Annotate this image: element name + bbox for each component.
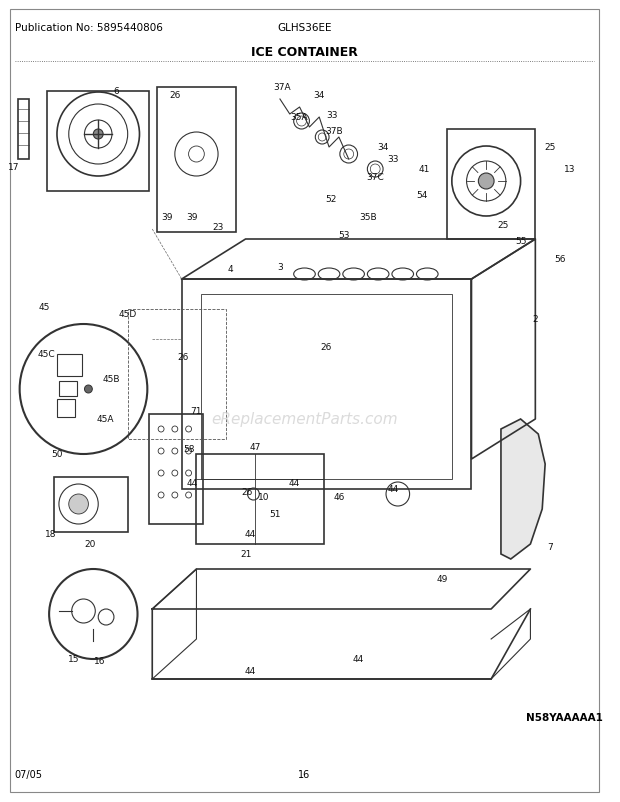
Text: 20: 20 (85, 540, 96, 549)
Text: 45C: 45C (37, 350, 55, 359)
Text: 33: 33 (387, 156, 399, 164)
Text: 47: 47 (250, 443, 261, 452)
Text: 6: 6 (113, 87, 119, 96)
Text: 49: 49 (436, 575, 448, 584)
Text: 44: 44 (353, 654, 364, 664)
Text: 50: 50 (51, 450, 63, 459)
Circle shape (69, 494, 89, 514)
Bar (157, 88, 236, 233)
Bar (18, 100, 30, 160)
Text: 07/05: 07/05 (15, 769, 43, 779)
Text: N58YAAAAA1: N58YAAAAA1 (526, 712, 603, 722)
Text: 53: 53 (338, 230, 350, 239)
Text: 4: 4 (228, 265, 234, 274)
Text: 7: 7 (547, 543, 553, 552)
Text: 44: 44 (245, 666, 256, 675)
Text: 46: 46 (333, 493, 345, 502)
Bar (128, 310, 226, 439)
Bar (54, 477, 128, 533)
Text: 44: 44 (187, 479, 198, 488)
Text: 52: 52 (326, 195, 337, 205)
Text: 13: 13 (564, 165, 575, 174)
Text: ICE CONTAINER: ICE CONTAINER (251, 46, 358, 59)
Text: 37A: 37A (273, 83, 291, 92)
Text: 21: 21 (240, 550, 251, 559)
Text: 17: 17 (8, 164, 19, 172)
Text: 26: 26 (169, 91, 180, 99)
Bar (57, 399, 74, 418)
Text: 44: 44 (289, 479, 300, 488)
Text: 54: 54 (417, 190, 428, 199)
Text: GLHS36EE: GLHS36EE (277, 23, 332, 33)
Text: 25: 25 (544, 144, 556, 152)
Polygon shape (501, 419, 545, 559)
Text: 26: 26 (321, 343, 332, 352)
Text: 51: 51 (269, 510, 281, 519)
Text: 37C: 37C (366, 173, 384, 182)
Text: 41: 41 (418, 165, 430, 174)
Text: 45B: 45B (102, 375, 120, 384)
Circle shape (479, 174, 494, 190)
Text: 18: 18 (45, 530, 57, 539)
Text: 3: 3 (277, 263, 283, 272)
Text: 39: 39 (161, 213, 173, 222)
Text: 71: 71 (191, 407, 202, 416)
Text: 55: 55 (515, 237, 526, 246)
Bar (59, 382, 77, 396)
Text: 39: 39 (187, 213, 198, 222)
Text: 25: 25 (497, 221, 508, 229)
Text: 44: 44 (388, 485, 399, 494)
Text: 35B: 35B (360, 213, 377, 222)
Text: 34: 34 (314, 91, 325, 100)
Text: 16: 16 (94, 657, 106, 666)
Bar (149, 415, 203, 525)
Bar (197, 455, 324, 545)
Text: 23: 23 (213, 223, 224, 233)
Text: 44: 44 (245, 530, 256, 539)
Text: 58: 58 (183, 445, 194, 454)
Text: 45A: 45A (96, 415, 114, 424)
Bar (202, 294, 452, 480)
Text: 35A: 35A (291, 113, 308, 123)
Text: 26: 26 (177, 353, 188, 362)
Text: 45D: 45D (118, 310, 137, 319)
Bar (447, 130, 535, 240)
Bar (57, 354, 81, 376)
Circle shape (94, 130, 103, 140)
Bar (47, 92, 149, 192)
Text: 2: 2 (533, 315, 538, 324)
Text: 56: 56 (554, 255, 565, 264)
Text: 15: 15 (68, 654, 79, 664)
Text: 34: 34 (378, 144, 389, 152)
Text: 33: 33 (326, 111, 338, 119)
Bar (182, 280, 471, 489)
Text: Publication No: 5895440806: Publication No: 5895440806 (15, 23, 162, 33)
Circle shape (84, 386, 92, 394)
Text: 26: 26 (242, 488, 253, 497)
Text: 16: 16 (298, 769, 311, 779)
Text: eReplacementParts.com: eReplacementParts.com (211, 412, 398, 427)
Text: 45: 45 (38, 303, 50, 312)
Text: 10: 10 (257, 493, 269, 502)
Text: 37B: 37B (325, 128, 343, 136)
